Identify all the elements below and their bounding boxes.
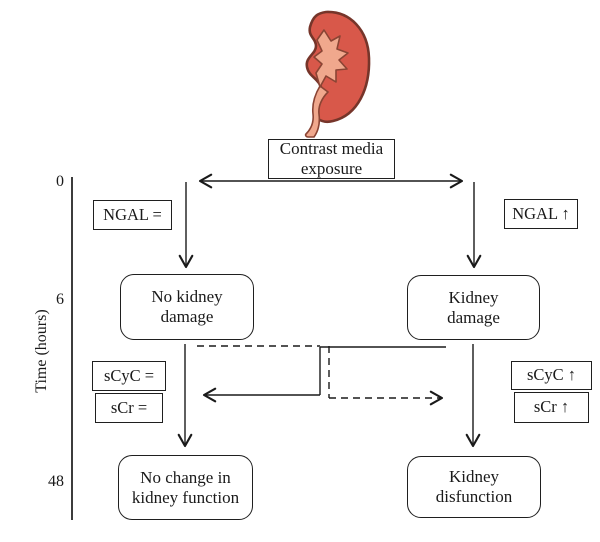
scr-normal-badge: sCr =: [95, 393, 163, 423]
time-axis-label: Time (hours): [33, 309, 50, 393]
no-change-label: No change in kidney function: [131, 467, 240, 507]
kidney-damage-label: Kidney damage: [447, 287, 500, 327]
ngal-normal-badge: NGAL =: [93, 200, 172, 230]
scyc-normal-badge: sCyC =: [92, 361, 166, 391]
kidney-damage-node: Kidney damage: [407, 275, 540, 340]
tick-0: 0: [56, 173, 64, 190]
kidney-ureter: [304, 85, 329, 138]
contrast-exposure-node: Contrast media exposure: [268, 139, 395, 179]
ngal-elevated-badge: NGAL ↑: [504, 199, 578, 229]
no-kidney-damage-node: No kidney damage: [120, 274, 254, 340]
kidney-disfunction-node: Kidney disfunction: [407, 456, 541, 518]
kidney-pelvis: [313, 29, 349, 88]
no-kidney-damage-label: No kidney damage: [151, 287, 223, 326]
tick-48: 48: [48, 473, 64, 490]
scyc-elevated-badge: sCyC ↑: [511, 361, 592, 390]
scr-elevated-badge: sCr ↑: [514, 392, 589, 423]
kidney-icon: [304, 10, 371, 138]
contrast-exposure-label: Contrast media exposure: [279, 139, 384, 178]
kidney-disfunction-label: Kidney disfunction: [435, 467, 513, 506]
tick-6: 6: [56, 291, 64, 308]
no-change-node: No change in kidney function: [118, 455, 253, 520]
